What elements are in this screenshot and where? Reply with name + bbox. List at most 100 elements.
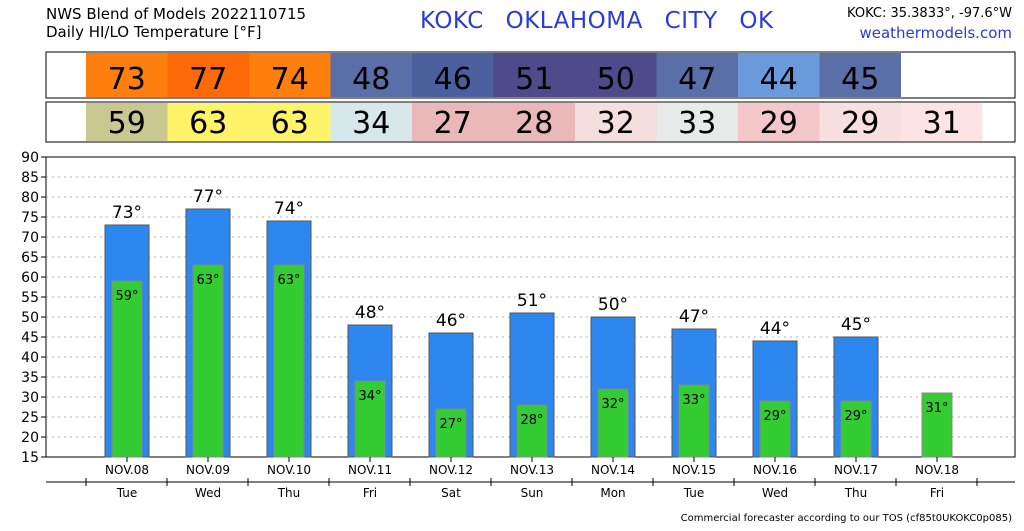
- y-tick-label: 70: [21, 230, 39, 246]
- lo-summary-cell: [493, 103, 575, 141]
- lo-summary-cell: [412, 103, 494, 141]
- lo-summary-cell: [901, 103, 983, 141]
- x-day-label: Thu: [844, 486, 868, 500]
- hi-bar-label: 50°: [598, 295, 628, 315]
- hi-summary-cell: [656, 53, 738, 97]
- y-tick-label: 60: [21, 270, 39, 286]
- lo-summary-value: 29: [841, 106, 879, 141]
- y-tick-label: 25: [21, 410, 39, 426]
- lo-bar-label: 28°: [520, 413, 543, 428]
- x-day-label: Wed: [195, 486, 221, 500]
- hi-summary-cell: [249, 53, 331, 97]
- chart-title-line2: Daily HI/LO Temperature [°F]: [46, 23, 262, 41]
- lo-summary-value: 63: [189, 106, 227, 141]
- hi-bar-label: 73°: [112, 203, 142, 223]
- hi-summary-cell: [86, 53, 168, 97]
- footer-note: Commercial forecaster according to our T…: [680, 513, 1012, 524]
- hi-bar-label: 48°: [355, 303, 385, 323]
- y-tick-label: 75: [21, 210, 39, 226]
- y-tick-label: 35: [21, 370, 39, 386]
- x-day-label: Wed: [762, 486, 788, 500]
- lo-bar: [111, 280, 143, 458]
- lo-summary-value: 59: [108, 106, 146, 141]
- x-day-label: Fri: [930, 486, 944, 500]
- hi-bar-label: 44°: [760, 319, 790, 339]
- lo-bar: [435, 408, 467, 458]
- y-tick-label: 90: [21, 150, 39, 166]
- y-tick-label: 65: [21, 250, 39, 266]
- lo-summary-value: 33: [678, 106, 716, 141]
- y-tick-label: 40: [21, 350, 39, 366]
- y-tick-label: 50: [21, 310, 39, 326]
- lo-bar-label: 63°: [277, 273, 300, 288]
- hi-summary-cell: [412, 53, 494, 97]
- y-tick-label: 85: [21, 170, 39, 186]
- hi-summary-value: 50: [597, 62, 635, 97]
- x-tick-label: NOV.15: [672, 463, 716, 477]
- hi-summary-cell: [819, 53, 901, 97]
- lo-bar-label: 34°: [358, 389, 381, 404]
- y-tick-label: 15: [21, 450, 39, 466]
- x-tick-label: NOV.08: [105, 463, 149, 477]
- site-link[interactable]: weathermodels.com: [859, 24, 1012, 42]
- lo-bar: [759, 400, 791, 458]
- hi-summary-value: 51: [515, 62, 553, 97]
- x-day-label: Thu: [277, 486, 301, 500]
- x-day-label: Fri: [363, 486, 377, 500]
- x-tick-label: NOV.14: [591, 463, 635, 477]
- lo-bar-label: 29°: [763, 409, 786, 424]
- x-day-label: Tue: [683, 486, 705, 500]
- hi-summary-cell: [167, 53, 249, 97]
- hi-bar-label: 45°: [841, 315, 871, 335]
- lo-bar: [273, 264, 305, 458]
- y-tick-label: 80: [21, 190, 39, 206]
- hi-summary-value: 73: [108, 62, 146, 97]
- lo-bar: [921, 392, 953, 458]
- chart-title-line1: NWS Blend of Models 2022110715: [46, 5, 307, 23]
- hi-summary-value: 46: [434, 62, 472, 97]
- lo-summary-cell: [819, 103, 901, 141]
- lo-bar-label: 32°: [601, 397, 624, 412]
- station-name: KOKC OKLAHOMA CITY OK: [420, 8, 774, 34]
- hi-summary-value: 74: [271, 62, 309, 97]
- lo-summary-cell: [738, 103, 820, 141]
- lo-bar-label: 31°: [925, 401, 948, 416]
- lo-summary-value: 28: [515, 106, 553, 141]
- hi-summary-cell: [493, 53, 575, 97]
- hi-bar-label: 46°: [436, 311, 466, 331]
- y-tick-label: 45: [21, 330, 39, 346]
- x-tick-label: NOV.12: [429, 463, 473, 477]
- x-tick-label: NOV.13: [510, 463, 554, 477]
- station-coordinates: KOKC: 35.3833°, -97.6°W: [847, 6, 1012, 21]
- hi-summary-value: 45: [841, 62, 879, 97]
- hi-bar-label: 51°: [517, 291, 547, 311]
- hi-bar-label: 77°: [193, 187, 223, 207]
- x-tick-label: NOV.18: [915, 463, 959, 477]
- x-day-label: Mon: [600, 486, 625, 500]
- x-day-label: Sun: [521, 486, 544, 500]
- x-tick-label: NOV.17: [834, 463, 878, 477]
- hi-summary-value: 48: [352, 62, 390, 97]
- lo-summary-cell: [249, 103, 331, 141]
- x-tick-label: NOV.10: [267, 463, 311, 477]
- lo-bar-label: 59°: [115, 289, 138, 304]
- hi-summary-value: 44: [760, 62, 798, 97]
- lo-bar-label: 27°: [439, 417, 462, 432]
- lo-bar-label: 33°: [682, 393, 705, 408]
- lo-summary-cell: [656, 103, 738, 141]
- lo-summary-cell: [167, 103, 249, 141]
- hi-summary-value: 47: [678, 62, 716, 97]
- hi-bar-label: 47°: [679, 307, 709, 327]
- lo-summary-value: 31: [923, 106, 961, 141]
- hi-summary-cell: [575, 53, 657, 97]
- lo-bar-label: 29°: [844, 409, 867, 424]
- x-day-label: Sat: [441, 486, 461, 500]
- x-tick-label: NOV.16: [753, 463, 797, 477]
- lo-summary-value: 27: [434, 106, 472, 141]
- lo-summary-value: 34: [352, 106, 390, 141]
- x-tick-label: NOV.11: [348, 463, 392, 477]
- hi-summary-cell: [738, 53, 820, 97]
- y-tick-label: 55: [21, 290, 39, 306]
- x-tick-label: NOV.09: [186, 463, 230, 477]
